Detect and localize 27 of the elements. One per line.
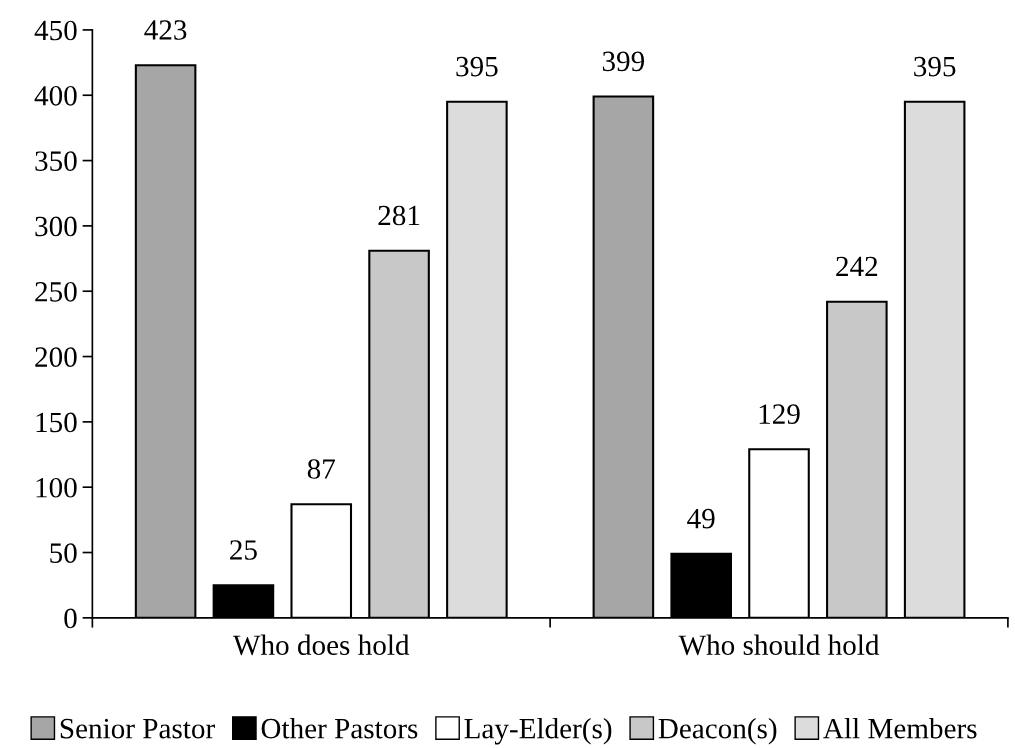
y-tick-label: 450 [34, 20, 77, 41]
y-tick-label: 350 [35, 151, 77, 171]
legend-label: Lay-Elder(s) [464, 717, 612, 745]
y-tick-label: 50 [50, 543, 77, 563]
data-label: 395 [456, 56, 498, 77]
data-label: 87 [307, 459, 335, 479]
legend-label: Other Pastors [261, 717, 418, 739]
y-tick-label: 150 [36, 412, 77, 433]
x-tick-label: Who does hold [232, 634, 410, 656]
legend-label: Senior Pastor [60, 718, 215, 739]
y-tick-label: 250 [35, 281, 77, 302]
data-label: 242 [836, 256, 878, 277]
data-label: 129 [759, 404, 800, 424]
data-label: 281 [378, 205, 420, 226]
legend-label: Deacon(s) [658, 717, 777, 745]
y-tick-label: 200 [35, 347, 77, 367]
data-label: 395 [914, 56, 956, 77]
data-label: 399 [602, 51, 645, 72]
y-tick-label: 100 [36, 477, 77, 498]
y-tick-label: 400 [34, 85, 77, 106]
data-label: 25 [230, 540, 257, 560]
y-tick-label: 300 [35, 216, 77, 237]
x-tick-label: Who should hold [678, 634, 880, 656]
data-label: 49 [687, 508, 715, 529]
y-tick-label: 0 [64, 608, 77, 629]
legend-label: All Members [823, 717, 977, 739]
data-label: 423 [144, 20, 187, 40]
